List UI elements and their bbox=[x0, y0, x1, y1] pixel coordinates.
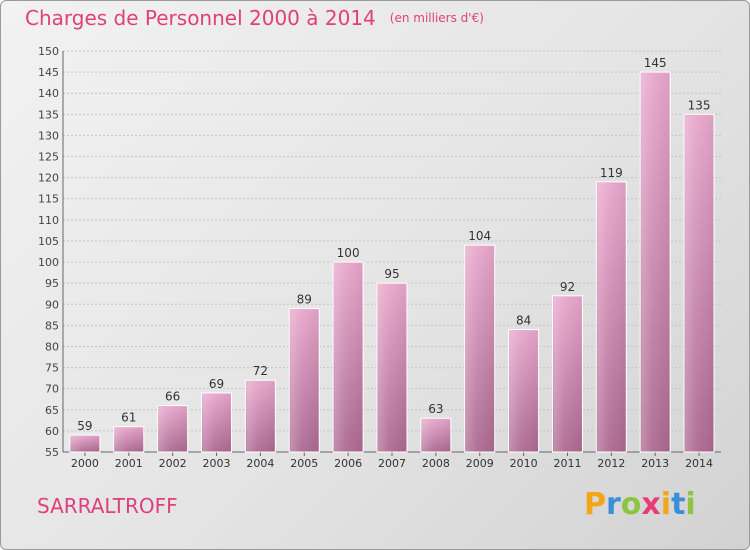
x-tick-label: 2012 bbox=[597, 457, 625, 470]
y-tick-label: 90 bbox=[45, 298, 59, 311]
bar-shade bbox=[158, 406, 187, 452]
y-tick-label: 75 bbox=[45, 362, 59, 375]
y-tick-label: 135 bbox=[38, 108, 59, 121]
proxiti-logo: Proxiti bbox=[584, 487, 696, 522]
bar-shade bbox=[246, 381, 275, 452]
x-tick-label: 2014 bbox=[685, 457, 713, 470]
y-tick-label: 105 bbox=[38, 235, 59, 248]
logo-letter: x bbox=[641, 487, 661, 522]
bar-shade bbox=[421, 419, 450, 452]
data-label: 119 bbox=[600, 166, 623, 180]
chart-unit: (en milliers d'€) bbox=[389, 11, 484, 25]
data-label: 59 bbox=[77, 419, 92, 433]
y-tick-label: 110 bbox=[38, 214, 59, 227]
y-tick-label: 125 bbox=[38, 151, 59, 164]
bar-shade bbox=[70, 436, 99, 452]
y-tick-label: 140 bbox=[38, 87, 59, 100]
y-tick-label: 70 bbox=[45, 383, 59, 396]
x-tick-label: 2004 bbox=[246, 457, 274, 470]
data-label: 92 bbox=[560, 280, 575, 294]
x-tick-label: 2013 bbox=[641, 457, 669, 470]
x-tick-label: 2002 bbox=[159, 457, 187, 470]
data-label: 61 bbox=[121, 411, 136, 425]
commune-name: SARRALTROFF bbox=[37, 494, 178, 518]
data-label: 66 bbox=[165, 390, 180, 404]
x-tick-label: 2000 bbox=[71, 457, 99, 470]
y-tick-label: 100 bbox=[38, 256, 59, 269]
logo-letter: P bbox=[584, 487, 606, 522]
x-tick-label: 2003 bbox=[203, 457, 231, 470]
data-label: 63 bbox=[428, 402, 443, 416]
logo-letter: r bbox=[606, 487, 621, 522]
title-row: Charges de Personnel 2000 à 2014 (en mill… bbox=[25, 6, 484, 30]
bar-shade bbox=[685, 115, 714, 452]
x-tick-label: 2010 bbox=[510, 457, 538, 470]
logo-letter: t bbox=[671, 487, 686, 522]
x-tick-label: 2007 bbox=[378, 457, 406, 470]
data-label: 104 bbox=[468, 229, 491, 243]
y-tick-label: 150 bbox=[38, 45, 59, 58]
x-tick-label: 2009 bbox=[466, 457, 494, 470]
data-label: 72 bbox=[253, 364, 268, 378]
logo-letter: i bbox=[660, 487, 672, 522]
data-label: 84 bbox=[516, 314, 531, 328]
bar-shade bbox=[114, 427, 143, 452]
bar-shade bbox=[202, 393, 231, 452]
x-tick-label: 2005 bbox=[290, 457, 318, 470]
y-tick-label: 60 bbox=[45, 425, 59, 438]
y-tick-label: 80 bbox=[45, 340, 59, 353]
y-tick-label: 95 bbox=[45, 277, 59, 290]
x-tick-label: 2008 bbox=[422, 457, 450, 470]
data-label: 69 bbox=[209, 377, 224, 391]
logo-letter: i bbox=[685, 487, 696, 522]
x-tick-label: 2006 bbox=[334, 457, 362, 470]
bar-layer bbox=[69, 71, 715, 453]
chart-title: Charges de Personnel 2000 à 2014 bbox=[25, 6, 376, 30]
x-tick-label: 2001 bbox=[115, 457, 143, 470]
y-tick-label: 85 bbox=[45, 319, 59, 332]
bar-shade bbox=[509, 330, 538, 452]
x-tick-label: 2011 bbox=[553, 457, 581, 470]
data-label: 145 bbox=[644, 56, 667, 70]
bar-shade bbox=[597, 182, 626, 452]
y-tick-label: 115 bbox=[38, 193, 59, 206]
data-label: 89 bbox=[297, 292, 312, 306]
y-tick-label: 65 bbox=[45, 404, 59, 417]
data-label: 100 bbox=[337, 246, 360, 260]
bar-shade bbox=[553, 296, 582, 452]
data-label: 95 bbox=[384, 267, 399, 281]
bar-shade bbox=[641, 73, 670, 453]
y-tick-label: 145 bbox=[38, 66, 59, 79]
bar-shade bbox=[465, 246, 494, 452]
bar-shade bbox=[290, 309, 319, 452]
y-tick-label: 120 bbox=[38, 172, 59, 185]
bar-shade bbox=[334, 263, 363, 452]
label-layer: 59 61 66 69 72 89 100 95 63 104 84 92 119 145 135 bbox=[77, 56, 710, 433]
y-tick-label: 55 bbox=[45, 446, 59, 459]
y-tick-label: 130 bbox=[38, 129, 59, 142]
logo-letter: o bbox=[620, 487, 642, 522]
data-label: 135 bbox=[688, 98, 711, 112]
bar-shade bbox=[378, 284, 406, 452]
